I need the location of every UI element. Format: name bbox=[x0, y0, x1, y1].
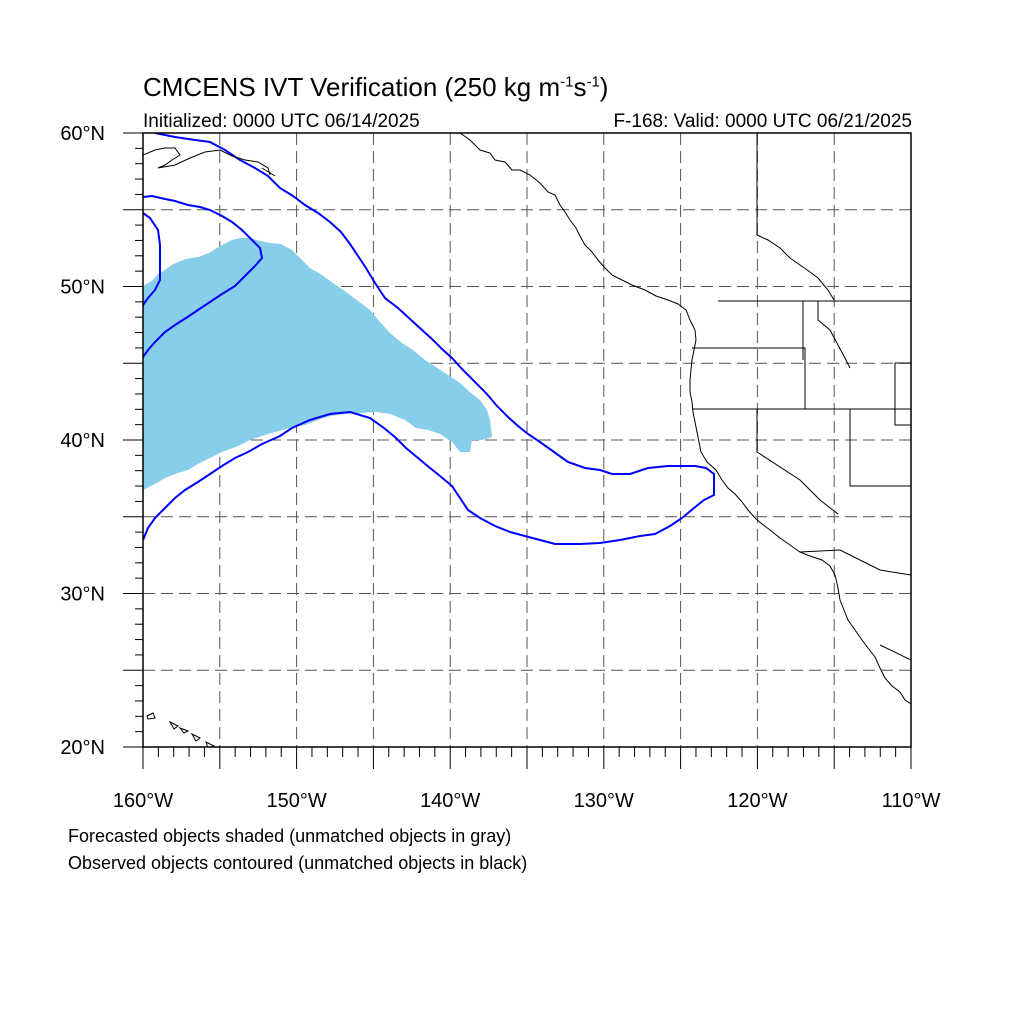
caption-forecast: Forecasted objects shaded (unmatched obj… bbox=[68, 826, 512, 846]
valid-time-label: F-168: Valid: 0000 UTC 06/21/2025 bbox=[613, 111, 912, 132]
lon-label: 140°W bbox=[420, 790, 480, 812]
forecast-ivt-object bbox=[143, 238, 492, 490]
init-time-label: Initialized: 0000 UTC 06/14/2025 bbox=[143, 111, 420, 132]
lat-label: 40°N bbox=[60, 430, 105, 452]
lon-label: 150°W bbox=[266, 790, 326, 812]
coastline bbox=[143, 133, 911, 705]
hawaii-islands bbox=[146, 712, 216, 747]
caption-observed: Observed objects contoured (unmatched ob… bbox=[68, 853, 528, 873]
state-borders bbox=[692, 133, 911, 661]
axis-ticks bbox=[123, 132, 912, 769]
lat-label: 50°N bbox=[60, 277, 105, 299]
lat-label: 20°N bbox=[60, 737, 105, 759]
map-gridlines bbox=[143, 133, 911, 747]
chart-title: CMCENS IVT Verification (250 kg m-1s-1) bbox=[143, 72, 609, 102]
observed-ivt-contour-main bbox=[143, 133, 715, 545]
observed-ivt-contour-north bbox=[143, 194, 264, 358]
lat-label: 30°N bbox=[60, 584, 105, 606]
longitude-labels: 160°W 150°W 140°W 130°W 120°W 110°W bbox=[113, 790, 941, 812]
observed-ivt-contour-west bbox=[143, 212, 161, 306]
lon-label: 110°W bbox=[882, 790, 941, 812]
lon-label: 120°W bbox=[727, 790, 787, 812]
lat-label: 60°N bbox=[60, 123, 105, 145]
lon-label: 160°W bbox=[113, 790, 173, 812]
latitude-labels: 60°N 50°N 40°N 30°N 20°N bbox=[60, 123, 105, 759]
lon-label: 130°W bbox=[574, 790, 634, 812]
